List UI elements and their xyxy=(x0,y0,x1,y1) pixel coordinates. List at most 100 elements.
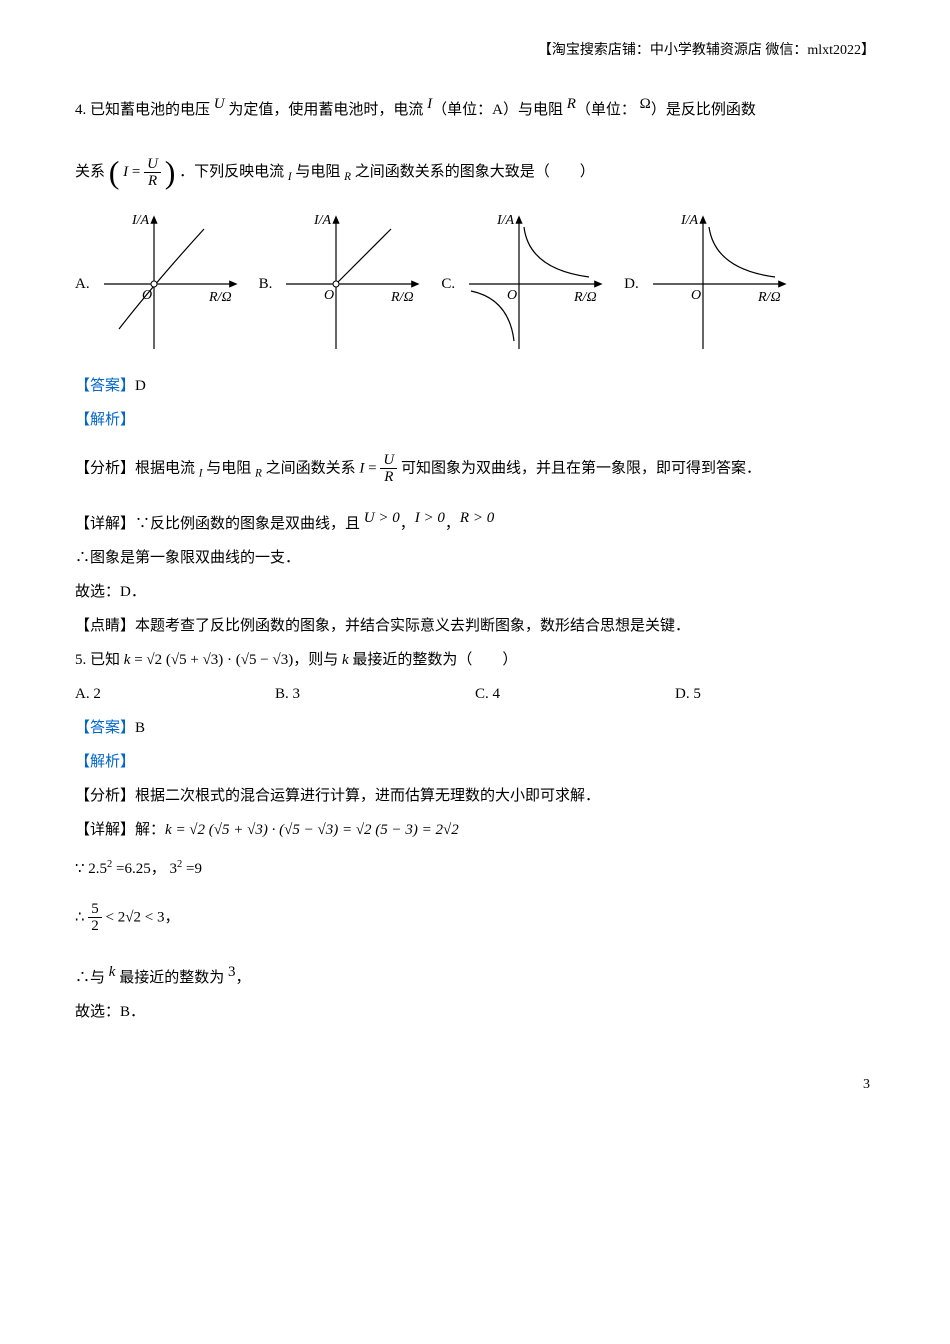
answer-value: D xyxy=(135,378,146,394)
point-label: 【点睛】 xyxy=(75,618,135,634)
q4-stem-line1: 4. 已知蓄电池的电压 U 为定值，使用蓄电池时，电流 I（单位：A）与电阻 R… xyxy=(75,92,875,122)
q4-text-f: 关系 xyxy=(75,164,105,180)
q4-text-a: 已知蓄电池的电压 xyxy=(86,102,214,118)
q4-text-d: （单位： xyxy=(576,102,640,118)
chart-A: A. I/A R/Ω O xyxy=(75,209,244,359)
chart-B-origin: O xyxy=(324,288,334,303)
cond-c2: ， xyxy=(445,516,460,532)
cond-U: U > 0 xyxy=(364,510,400,526)
q5-step3-den: 2 xyxy=(88,918,102,935)
var-Omega: Ω xyxy=(640,96,651,112)
q4-number: 4. xyxy=(75,102,86,118)
q4-text-b: 为定值，使用蓄电池时，电流 xyxy=(225,102,428,118)
q5-options: A. 2 B. 3 C. 4 D. 5 xyxy=(75,682,875,706)
q5-step3-frac: 52 xyxy=(88,901,102,935)
chart-C-svg: I/A R/Ω O xyxy=(459,209,609,359)
q4-point: 【点睛】本题考查了反比例函数的图象，并结合实际意义去判断图象，数形结合思想是关键… xyxy=(75,614,875,638)
q5-text-a: 已知 xyxy=(86,652,124,668)
q5-step2-e: =9 xyxy=(182,861,202,877)
cond-R: R > 0 xyxy=(460,510,494,526)
q4-analysis-mid1: 与电阻 xyxy=(203,460,256,476)
q5-opt-C: C. 4 xyxy=(475,682,675,706)
q5-step3: ∴ 52 < 2√2 < 3， xyxy=(75,901,875,935)
chart-B-svg: I/A R/Ω O xyxy=(276,209,426,359)
q5-step4: ∴与 k 最接近的整数为 3， xyxy=(75,960,875,990)
q4-answer: 【答案】D xyxy=(75,374,875,398)
chart-C-x-label: R/Ω xyxy=(573,290,597,305)
chart-A-x-label: R/Ω xyxy=(208,290,232,305)
chart-B-x-label: R/Ω xyxy=(390,290,414,305)
chart-D: D. I/A R/Ω O xyxy=(624,209,793,359)
q5-eq: = xyxy=(130,652,146,668)
page-number: 3 xyxy=(75,1074,875,1096)
chart-C-y-label: I/A xyxy=(496,213,515,228)
q4-analysis-post: 可知图象为双曲线，并且在第一象限，即可得到答案． xyxy=(397,460,761,476)
q4-text-i: 之间函数关系的图象大致是（ ） xyxy=(351,164,595,180)
q5-detail-label: 【详解】 xyxy=(75,822,135,838)
chart-B-y-label: I/A xyxy=(313,213,332,228)
q5-expr: √2 (√5 + √3) · (√5 − √3) xyxy=(146,652,293,668)
q5-step3-a: ∴ xyxy=(75,909,88,925)
q4-detail-b: ∴图象是第一象限双曲线的一支． xyxy=(75,546,875,570)
q4-detail-a: 【详解】∵反比例函数的图象是双曲线，且 U > 0，I > 0，R > 0 xyxy=(75,506,875,536)
q5-final: 故选：B． xyxy=(75,1000,875,1024)
q5-number: 5. xyxy=(75,652,86,668)
option-D-label: D. xyxy=(624,272,639,296)
chart-D-y-label: I/A xyxy=(680,213,699,228)
q5-opt-A: A. 2 xyxy=(75,682,275,706)
formula-fraction: UR xyxy=(144,156,161,190)
q5-answer-label: 【答案】 xyxy=(75,720,135,736)
var-U: U xyxy=(214,96,225,112)
ana-frac: UR xyxy=(380,452,397,486)
chart-D-svg: I/A R/Ω O xyxy=(643,209,793,359)
header-note: 【淘宝搜索店铺：中小学教辅资源店 微信：mlxt2022】 xyxy=(75,40,875,62)
q4-analysis-body: 【分析】根据电流 I 与电阻 R 之间函数关系 I = UR 可知图象为双曲线，… xyxy=(75,452,875,486)
answer-label: 【答案】 xyxy=(75,378,135,394)
cond-c1: ， xyxy=(400,516,415,532)
detail-text-a: ∵反比例函数的图象是双曲线，且 xyxy=(135,516,364,532)
detail-label: 【详解】 xyxy=(75,516,135,532)
q5-k2: k xyxy=(342,652,349,668)
q5-detail-a: 【详解】解：k = √2 (√5 + √3) · (√5 − √3) = √2 … xyxy=(75,818,875,842)
point-text: 本题考查了反比例函数的图象，并结合实际意义去判断图象，数形结合思想是关键． xyxy=(135,618,690,634)
chart-A-y-label: I/A xyxy=(131,213,150,228)
q4-detail-c: 故选：D． xyxy=(75,580,875,604)
ana-U: U xyxy=(380,452,397,470)
q4-chart-row: A. I/A R/Ω O B. I/A R/Ω O C. I/A xyxy=(75,209,875,359)
var-R-ana: R xyxy=(255,467,262,479)
chart-C: C. I/A R/Ω O xyxy=(441,209,609,359)
q5-analysis-label: 【解析】 xyxy=(75,750,875,774)
option-C-label: C. xyxy=(441,272,455,296)
cond-I: I > 0 xyxy=(415,510,445,526)
chart-C-origin: O xyxy=(507,288,517,303)
q5-detail-text-a: 解： xyxy=(135,822,165,838)
q5-step4-a: ∴与 xyxy=(75,970,109,986)
q4-analysis-pre: 【分析】根据电流 xyxy=(75,460,199,476)
q5-step2-a: ∵ xyxy=(75,861,88,877)
q5-step2-d: 3 xyxy=(170,861,178,877)
q5-answer: 【答案】B xyxy=(75,716,875,740)
left-paren: ( xyxy=(109,154,120,190)
ana-eq: = xyxy=(364,460,380,476)
chart-B: B. I/A R/Ω O xyxy=(259,209,427,359)
q4-text-e: ）是反比例函数 xyxy=(651,102,756,118)
q4-text-g: ．下列反映电流 xyxy=(179,164,288,180)
q4-text-c: （单位：A）与电阻 xyxy=(432,102,567,118)
chart-A-svg: I/A R/Ω O xyxy=(94,209,244,359)
q5-step4-b: 最接近的整数为 xyxy=(115,970,228,986)
q5-analysis-label-text: 【解析】 xyxy=(75,754,135,770)
q5-opt-B: B. 3 xyxy=(275,682,475,706)
q5-opt-D: D. 5 xyxy=(675,682,875,706)
formula-R: R xyxy=(144,173,161,190)
chart-D-origin: O xyxy=(691,288,701,303)
q4-analysis-mid2: 之间函数关系 xyxy=(262,460,360,476)
q5-text-c: 最接近的整数为（ ） xyxy=(349,652,518,668)
ana-R: R xyxy=(380,469,397,486)
q4-stem-line2: 关系 ( I = UR ) ．下列反映电流 I 与电阻 R 之间函数关系的图象大… xyxy=(75,147,875,198)
q5-step4-comma: ， xyxy=(235,970,250,986)
q5-step2-comma: ， xyxy=(151,861,166,877)
q5-step3-num: 5 xyxy=(88,901,102,919)
q5-step2: ∵ 2.52 =6.25， 32 =9 xyxy=(75,857,875,881)
chart-D-x-label: R/Ω xyxy=(757,290,781,305)
formula-eq: = xyxy=(128,164,144,180)
